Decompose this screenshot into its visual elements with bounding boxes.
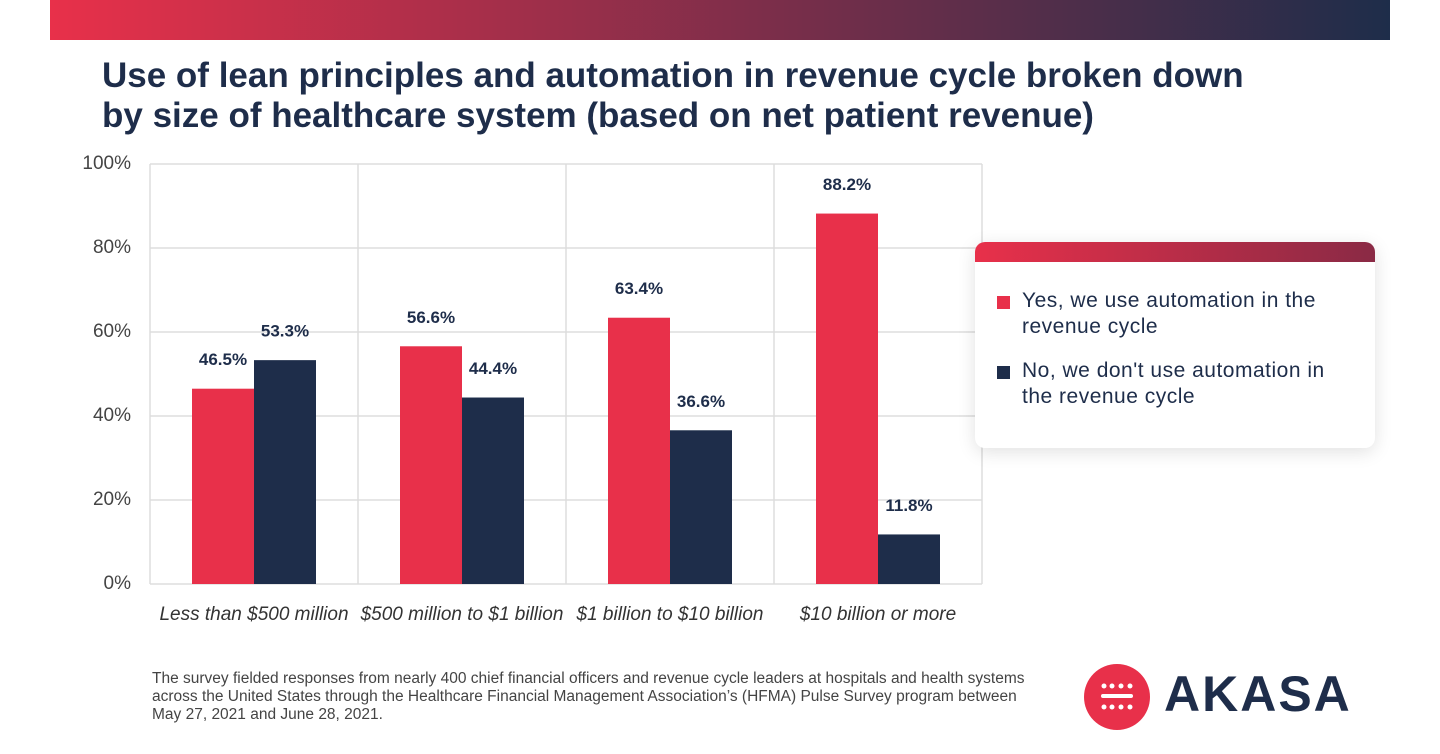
bar: [608, 317, 670, 584]
value-label: 63.4%: [615, 279, 663, 298]
legend-swatch: [997, 296, 1010, 309]
chart-title: Use of lean principles and automation in…: [102, 56, 1244, 135]
value-label: 56.6%: [407, 308, 455, 327]
legend-label: No, we don't use automation in the reven…: [1022, 359, 1325, 408]
value-label: 46.5%: [199, 350, 247, 369]
value-label: 36.6%: [677, 392, 725, 411]
y-tick-label: 80%: [93, 237, 131, 258]
value-label: 44.4%: [469, 359, 517, 378]
y-tick-label: 60%: [93, 321, 131, 342]
bar: [878, 534, 940, 584]
bar: [254, 360, 316, 584]
bar: [400, 346, 462, 584]
x-tick-label: $10 billion or more: [799, 604, 956, 625]
logo-text: AKASA: [1164, 666, 1352, 722]
value-label: 88.2%: [823, 175, 871, 194]
legend-entry: No, we don't use automation in the reven…: [975, 358, 1375, 410]
legend: Yes, we use automation in the revenue cy…: [975, 242, 1375, 448]
chart-title-text: Use of lean principles and automation in…: [102, 56, 1244, 135]
legend-entry: Yes, we use automation in the revenue cy…: [975, 288, 1375, 340]
bar: [192, 388, 254, 584]
legend-label: Yes, we use automation in the revenue cy…: [1022, 289, 1316, 338]
value-label: 11.8%: [885, 496, 932, 515]
bar: [816, 213, 878, 584]
top-banner: [50, 0, 1390, 40]
bar: [670, 430, 732, 584]
x-tick-label: $500 million to $1 billion: [360, 604, 564, 625]
y-tick-label: 100%: [82, 153, 131, 174]
x-tick-label: Less than $500 million: [159, 604, 348, 625]
y-tick-label: 40%: [93, 405, 131, 426]
y-tick-label: 20%: [93, 489, 131, 510]
legend-strip: [975, 242, 1375, 262]
y-tick-label: 0%: [104, 573, 132, 594]
bar: [462, 397, 524, 584]
value-label: 53.3%: [261, 322, 309, 341]
legend-swatch: [997, 366, 1010, 379]
footnote: The survey fielded responses from nearly…: [152, 670, 1025, 723]
x-tick-label: $1 billion to $10 billion: [576, 604, 764, 625]
logo-dots: [1101, 683, 1133, 710]
